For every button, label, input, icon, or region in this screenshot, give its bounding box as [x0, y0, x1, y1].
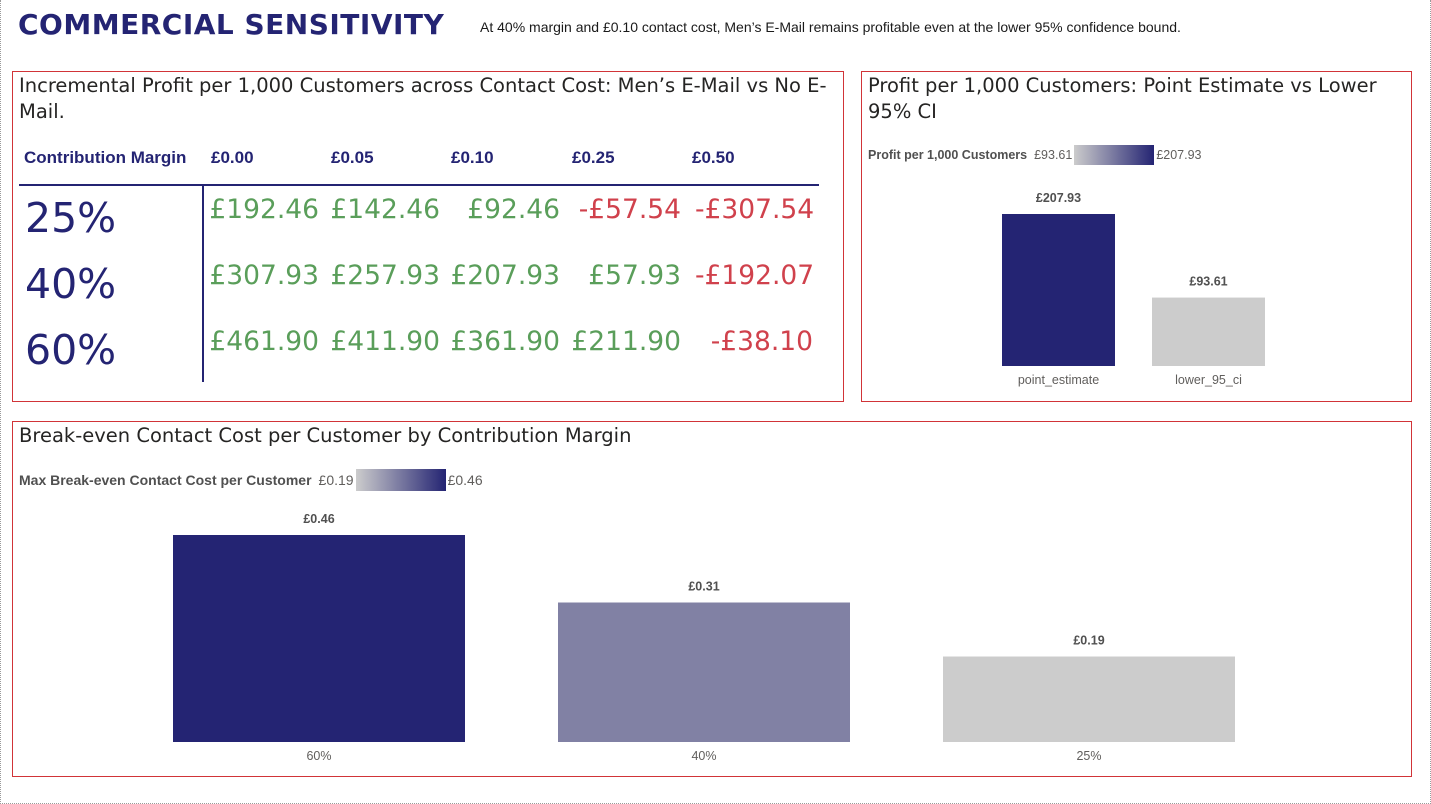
- matrix-title: Incremental Profit per 1,000 Customers a…: [19, 74, 827, 123]
- bar-data-label: £207.93: [1036, 191, 1081, 205]
- break-chart-legend: Max Break-even Contact Cost per Customer…: [19, 469, 483, 491]
- chart-bar[interactable]: [943, 656, 1235, 743]
- legend-max: £0.46: [447, 472, 483, 488]
- matrix-cell: £207.93: [450, 260, 560, 291]
- legend-gradient: [1074, 145, 1155, 165]
- point-chart-legend: Profit per 1,000 Customers £93.61 £207.9…: [868, 145, 1202, 165]
- matrix-row-header[interactable]: Contribution Margin: [24, 148, 187, 167]
- matrix-cell: -£38.10: [710, 326, 813, 357]
- legend-min: £93.61: [1034, 148, 1073, 162]
- canvas-border-left: [0, 0, 2, 804]
- matrix-cell: £307.93: [209, 260, 319, 291]
- matrix-cell: £461.90: [209, 326, 319, 357]
- matrix-cell: -£307.54: [695, 194, 815, 225]
- matrix-cell: £57.93: [588, 260, 681, 291]
- x-axis-tick-label: 60%: [306, 749, 331, 763]
- point-chart-title: Profit per 1,000 Customers: Point Estima…: [868, 74, 1377, 123]
- chart-bar[interactable]: [558, 602, 850, 743]
- page-title: COMMERCIAL SENSITIVITY: [18, 8, 445, 41]
- page-subtitle: At 40% margin and £0.10 contact cost, Me…: [480, 19, 1181, 35]
- matrix-cell: £211.90: [571, 326, 681, 357]
- legend-gradient: [355, 469, 446, 491]
- x-axis-tick-label: 40%: [691, 749, 716, 763]
- matrix-cell: -£57.54: [578, 194, 681, 225]
- matrix-column-header[interactable]: £0.05: [331, 148, 374, 167]
- legend-title: Max Break-even Contact Cost per Customer: [19, 472, 312, 488]
- matrix-cell: £411.90: [330, 326, 440, 357]
- bar-data-label: £0.19: [1073, 634, 1104, 648]
- matrix-cell: -£192.07: [695, 260, 815, 291]
- matrix-cell: £257.93: [330, 260, 440, 291]
- profit-matrix-panel[interactable]: Incremental Profit per 1,000 Customers a…: [12, 71, 844, 402]
- matrix-row-divider: [202, 185, 204, 382]
- break-chart-title: Break-even Contact Cost per Customer by …: [19, 424, 632, 447]
- chart-bar[interactable]: [173, 535, 465, 742]
- bar-data-label: £0.31: [688, 580, 719, 594]
- chart-bar[interactable]: [1002, 214, 1115, 366]
- break-even-chart-panel[interactable]: Break-even Contact Cost per Customer by …: [12, 421, 1412, 777]
- matrix-header-divider: [19, 184, 819, 186]
- matrix-column-header[interactable]: £0.10: [451, 148, 494, 167]
- x-axis-tick-label: lower_95_ci: [1175, 373, 1242, 387]
- point-estimate-bar-chart: £207.93 point_estimate £93.61 lower_95_ci: [1002, 191, 1265, 387]
- matrix-row-label: 25%: [25, 194, 117, 242]
- matrix-column-header[interactable]: £0.25: [572, 148, 615, 167]
- matrix-cell: £361.90: [450, 326, 560, 357]
- matrix-cell: £92.46: [467, 194, 560, 225]
- legend-title: Profit per 1,000 Customers: [868, 148, 1028, 162]
- point-estimate-chart-panel[interactable]: Profit per 1,000 Customers: Point Estima…: [861, 71, 1412, 402]
- break-even-bar-chart: £0.46 60% £0.31 40% £0.19 25%: [173, 512, 1235, 763]
- matrix-column-header[interactable]: £0.50: [692, 148, 735, 167]
- bar-data-label: £0.46: [303, 512, 334, 526]
- matrix-cell: £192.46: [209, 194, 319, 225]
- x-axis-tick-label: point_estimate: [1018, 373, 1099, 387]
- matrix-row-label: 60%: [25, 326, 117, 374]
- matrix-column-header[interactable]: £0.00: [211, 148, 254, 167]
- legend-max: £207.93: [1156, 148, 1202, 162]
- x-axis-tick-label: 25%: [1076, 749, 1101, 763]
- matrix-row-label: 40%: [25, 260, 117, 308]
- bar-data-label: £93.61: [1189, 275, 1227, 289]
- matrix-cell: £142.46: [330, 194, 440, 225]
- legend-min: £0.19: [318, 472, 354, 488]
- chart-bar[interactable]: [1152, 297, 1265, 366]
